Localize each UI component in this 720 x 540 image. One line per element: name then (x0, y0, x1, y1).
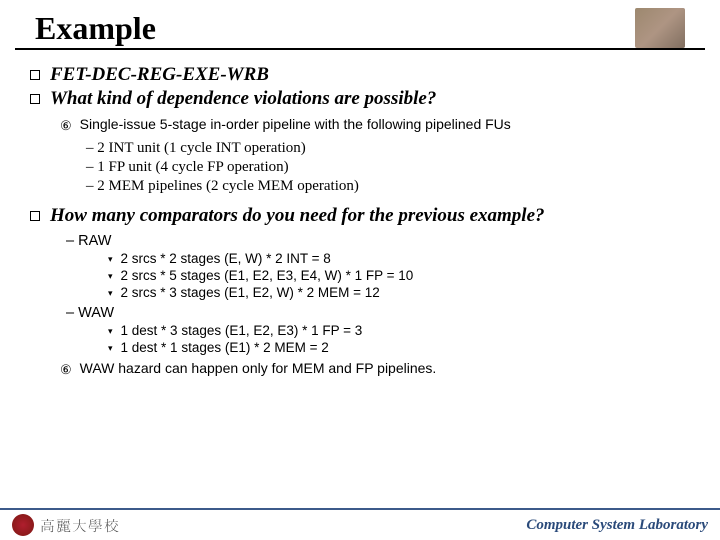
sub-bullet-text: WAW hazard can happen only for MEM and F… (80, 360, 437, 376)
bullet-text: What kind of dependence violations are p… (50, 88, 436, 110)
triangle-bullet-icon: ▾ (108, 285, 113, 301)
tri-text: 2 srcs * 5 stages (E1, E2, E3, E4, W) * … (121, 268, 414, 283)
dash-list: WAW (66, 305, 690, 321)
tri-item: ▾ 2 srcs * 2 stages (E, W) * 2 INT = 8 (108, 251, 690, 267)
slide-footer: 高麗大學校 Computer System Laboratory (0, 508, 720, 540)
square-bullet-icon (30, 94, 40, 104)
tri-text: 1 dest * 3 stages (E1, E2, E3) * 1 FP = … (121, 323, 363, 338)
bullet-item: FET-DEC-REG-EXE-WRB (30, 64, 690, 86)
dash-item: 2 MEM pipelines (2 cycle MEM operation) (86, 178, 690, 195)
tri-item: ▾ 1 dest * 3 stages (E1, E2, E3) * 1 FP … (108, 323, 690, 339)
triangle-bullet-icon: ▾ (108, 251, 113, 267)
triangle-bullet-icon: ▾ (108, 340, 113, 356)
sub-bullet-text: Single-issue 5-stage in-order pipeline w… (80, 116, 511, 132)
dash-list: RAW (66, 233, 690, 249)
square-bullet-icon (30, 211, 40, 221)
building-photo (635, 8, 685, 48)
sub-block: ⑥ Single-issue 5-stage in-order pipeline… (60, 116, 690, 195)
bullet-text: FET-DEC-REG-EXE-WRB (50, 64, 269, 86)
tri-text: 2 srcs * 2 stages (E, W) * 2 INT = 8 (121, 251, 331, 266)
sub-bullet-item: ⑥ WAW hazard can happen only for MEM and… (60, 360, 690, 380)
bullet-item: How many comparators do you need for the… (30, 205, 690, 227)
circled-number-icon: ⑥ (60, 360, 72, 380)
lab-name: Computer System Laboratory (526, 517, 708, 534)
university-name: 高麗大學校 (40, 515, 120, 536)
slide-content: FET-DEC-REG-EXE-WRB What kind of depende… (0, 50, 720, 400)
dash-item: 1 FP unit (4 cycle FP operation) (86, 159, 690, 176)
dash-item: WAW (66, 305, 690, 321)
tri-text: 2 srcs * 3 stages (E1, E2, W) * 2 MEM = … (121, 285, 380, 300)
triangle-bullet-icon: ▾ (108, 268, 113, 284)
footer-left: 高麗大學校 (12, 514, 120, 536)
dash-item: 2 INT unit (1 cycle INT operation) (86, 140, 690, 157)
square-bullet-icon (30, 70, 40, 80)
bullet-item: What kind of dependence violations are p… (30, 88, 690, 110)
triangle-list: ▾ 1 dest * 3 stages (E1, E2, E3) * 1 FP … (108, 323, 690, 356)
sub-bullet-item: ⑥ Single-issue 5-stage in-order pipeline… (60, 116, 690, 136)
tri-text: 1 dest * 1 stages (E1) * 2 MEM = 2 (121, 340, 329, 355)
triangle-list: ▾ 2 srcs * 2 stages (E, W) * 2 INT = 8 ▾… (108, 251, 690, 302)
slide-header: Example (15, 0, 705, 50)
tri-item: ▾ 2 srcs * 5 stages (E1, E2, E3, E4, W) … (108, 268, 690, 284)
tri-item: ▾ 1 dest * 1 stages (E1) * 2 MEM = 2 (108, 340, 690, 356)
dash-item: RAW (66, 233, 690, 249)
university-logo-icon (12, 514, 34, 536)
dash-list: 2 INT unit (1 cycle INT operation) 1 FP … (86, 140, 690, 195)
slide-title: Example (35, 10, 156, 47)
circled-number-icon: ⑥ (60, 116, 72, 136)
triangle-bullet-icon: ▾ (108, 323, 113, 339)
tri-item: ▾ 2 srcs * 3 stages (E1, E2, W) * 2 MEM … (108, 285, 690, 301)
bullet-text: How many comparators do you need for the… (50, 205, 545, 227)
sub-block: RAW ▾ 2 srcs * 2 stages (E, W) * 2 INT =… (60, 233, 690, 380)
